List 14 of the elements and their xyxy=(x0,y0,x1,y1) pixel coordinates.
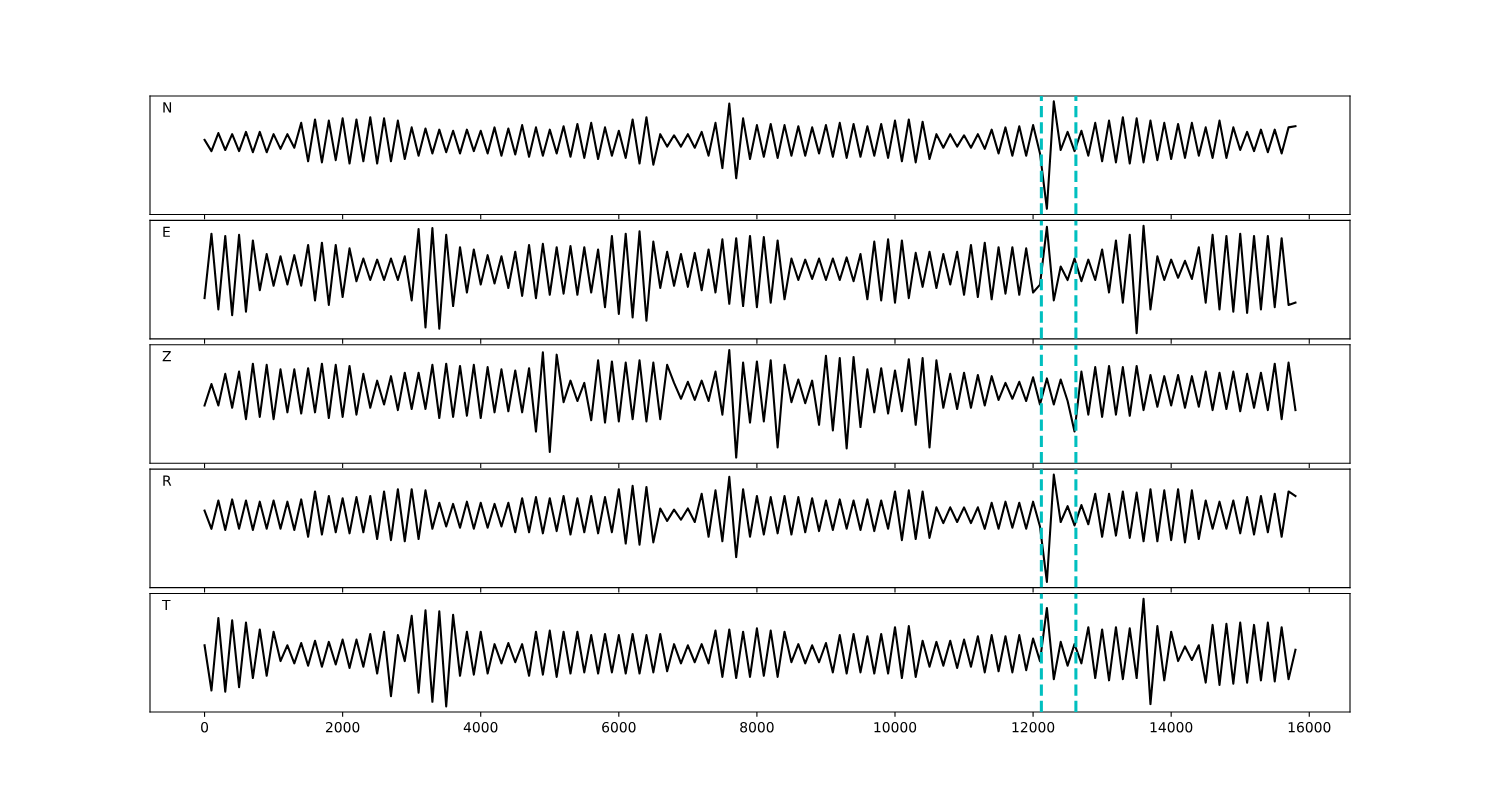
x-tick-label: 16000 xyxy=(1288,721,1331,733)
x-tick-label: 2000 xyxy=(325,721,360,733)
chart-title: Z xyxy=(162,351,171,362)
x-tick-label: 14000 xyxy=(1150,721,1193,733)
x-tick-label: 8000 xyxy=(740,721,774,733)
x-tick-label: 6000 xyxy=(602,721,636,733)
chart-title: R xyxy=(163,475,172,486)
chart-title: T xyxy=(161,599,171,611)
chart-title: N xyxy=(163,102,172,113)
x-tick-label: 12000 xyxy=(1012,721,1055,733)
x-tick-label: 4000 xyxy=(463,721,498,733)
chart-title: E xyxy=(163,226,170,237)
x-tick-label: 10000 xyxy=(874,721,917,733)
x-tick-label: 0 xyxy=(201,721,209,733)
